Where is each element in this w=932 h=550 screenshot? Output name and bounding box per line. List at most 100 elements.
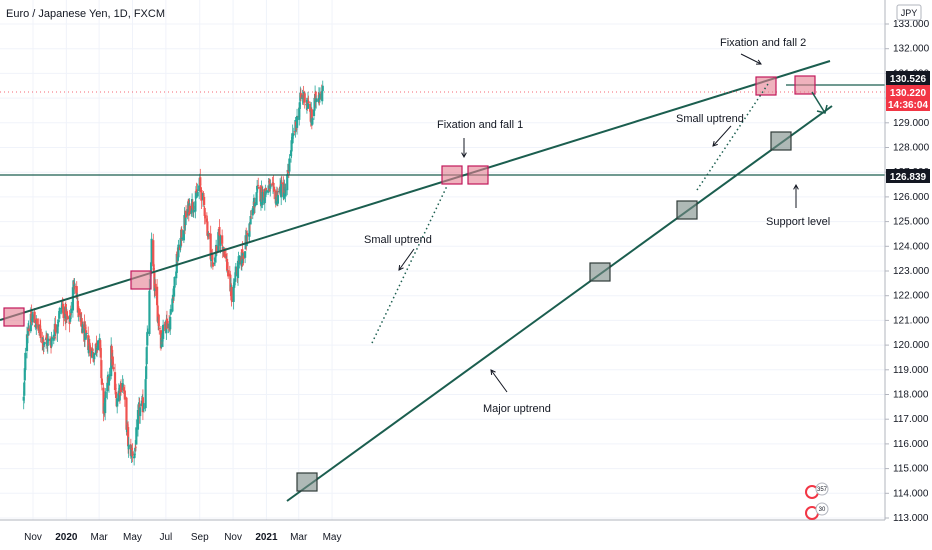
- candle: [207, 231, 210, 240]
- candle: [255, 188, 258, 206]
- candle-body: [81, 324, 84, 333]
- candle-body: [77, 308, 81, 316]
- y-tick-label: 120.000: [893, 340, 930, 351]
- candle-body: [248, 223, 251, 237]
- candle-body: [298, 102, 301, 109]
- major-uptrend-line: [286, 105, 833, 502]
- y-tick-label: 129.000: [893, 118, 930, 129]
- arrow-small-uptrend-2: [712, 125, 732, 147]
- candle-body: [79, 312, 82, 322]
- plot-background: [0, 0, 885, 520]
- candle-body: [211, 253, 214, 260]
- candle: [141, 389, 144, 421]
- support-touch-box: [770, 131, 792, 151]
- candle-body: [251, 208, 254, 216]
- candle: [173, 276, 176, 294]
- candle-body: [145, 347, 148, 365]
- candle-body: [194, 201, 197, 212]
- candle: [253, 197, 257, 213]
- arrow-shaft: [740, 53, 762, 65]
- candle: [114, 383, 118, 400]
- annotation-major-uptrend: Major uptrend: [483, 403, 551, 415]
- candle: [104, 388, 107, 402]
- candle: [280, 175, 283, 184]
- candle-body: [190, 210, 193, 214]
- x-tick-label: May: [323, 532, 342, 543]
- candle: [192, 202, 195, 218]
- currency-unit-badge[interactable]: [896, 4, 922, 21]
- candle: [111, 349, 114, 368]
- candle-body: [169, 316, 172, 330]
- candle-body: [287, 171, 290, 173]
- candle-body: [153, 272, 156, 291]
- candle-body: [162, 324, 165, 339]
- candle: [148, 282, 151, 337]
- candle-body: [123, 390, 126, 400]
- candle: [311, 116, 314, 126]
- candle: [51, 336, 54, 347]
- annotation-fixation-fall-2: Fixation and fall 2: [720, 37, 806, 49]
- x-tick-label: Sep: [191, 532, 209, 543]
- candle: [56, 319, 59, 342]
- y-tick-label: 114.000: [893, 488, 929, 499]
- candle-body: [311, 118, 314, 125]
- candle: [113, 363, 117, 395]
- candle-body: [129, 445, 132, 447]
- candle-body: [107, 377, 111, 386]
- candle-body: [160, 337, 163, 348]
- candle-body: [224, 254, 228, 259]
- candle-body: [122, 387, 125, 392]
- y-tick-label: 116.000: [893, 439, 929, 450]
- candle-body: [152, 268, 155, 270]
- candle-body: [121, 383, 124, 391]
- candle: [136, 404, 140, 437]
- candle: [200, 188, 203, 210]
- x-tick-label: Nov: [24, 532, 42, 543]
- candle: [89, 343, 92, 364]
- candle: [276, 191, 280, 207]
- arrow-head: [793, 183, 799, 190]
- candle: [204, 210, 207, 225]
- candle-body: [200, 189, 203, 201]
- candle-body: [149, 262, 153, 274]
- candle: [172, 296, 175, 304]
- x-tick-label: Jul: [159, 532, 172, 543]
- candle-body: [35, 318, 38, 325]
- candle-body: [188, 205, 192, 214]
- candle-body: [263, 197, 266, 204]
- candle-body: [292, 133, 295, 137]
- candle: [35, 318, 38, 329]
- candle-body: [106, 382, 109, 392]
- candle: [135, 419, 138, 445]
- candle: [153, 264, 156, 297]
- candle-body: [117, 390, 120, 402]
- candle: [77, 306, 81, 317]
- candle-body: [75, 286, 78, 299]
- candle: [315, 95, 318, 109]
- candle-body: [158, 328, 161, 329]
- candle: [230, 291, 234, 303]
- candle: [188, 204, 192, 216]
- candle: [28, 325, 31, 336]
- candle: [196, 183, 199, 198]
- candle-body: [58, 311, 61, 319]
- candle: [119, 379, 123, 396]
- candle: [169, 311, 172, 335]
- candle-body: [61, 306, 65, 307]
- x-tick-label: Mar: [91, 532, 109, 543]
- arrow-head: [461, 152, 467, 159]
- related-indicator[interactable]: 30: [805, 502, 829, 520]
- candle: [299, 88, 302, 102]
- candle: [108, 367, 111, 384]
- candle-body: [141, 397, 144, 413]
- resistance-touch-box: [755, 76, 777, 96]
- time-axis[interactable]: Nov 2020 Mar May Jul Sep Nov 2021 Mar May: [24, 532, 341, 543]
- y-tick-label: 133.000: [893, 19, 930, 30]
- candle-body: [204, 215, 207, 219]
- candle-body: [245, 233, 248, 246]
- fall-arrow-shaft: [811, 91, 826, 114]
- ideas-indicator[interactable]: 357: [805, 482, 829, 499]
- candle-body: [50, 338, 53, 346]
- candle: [145, 346, 148, 370]
